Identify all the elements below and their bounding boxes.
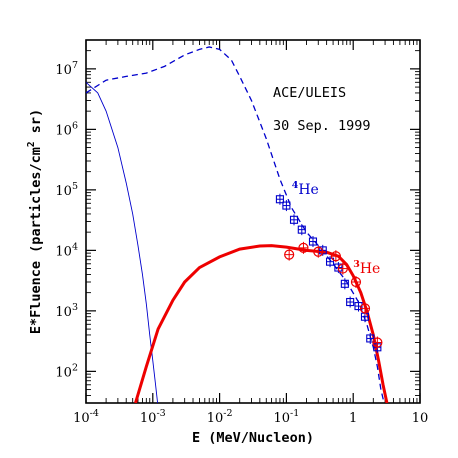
y-tick-label: 105	[55, 181, 78, 199]
he3-series-label: 3He	[353, 259, 380, 277]
x-tick-label: 10-4	[73, 408, 99, 426]
annotation-date: 30 Sep. 1999	[273, 118, 371, 134]
he4-data-point	[346, 296, 355, 308]
he4-data-point	[289, 214, 299, 226]
he3-data-point	[284, 248, 295, 261]
y-tick-label: 107	[55, 60, 78, 78]
he4-series-label: 4He	[292, 180, 319, 198]
y-tick-label: 104	[55, 241, 78, 259]
x-axis-label: E (MeV/Nucleon)	[192, 430, 314, 446]
he4-dashed-fit	[86, 46, 385, 403]
curves-layer	[86, 46, 389, 403]
plot-frame	[85, 39, 421, 404]
he4-data-point	[308, 236, 318, 248]
y-axis-label: E*Fluence (particles/cm2 sr)	[26, 109, 44, 334]
he3-data-point	[337, 262, 348, 275]
annotation-instrument: ACE/ULEIS	[273, 85, 346, 101]
he3-solid-fit	[134, 244, 389, 403]
he4-data-point	[282, 200, 291, 212]
he4-data-point	[366, 332, 375, 344]
y-tick-label: 103	[55, 302, 78, 320]
x-tick-label: 10-2	[207, 408, 233, 426]
he3-data-point	[359, 302, 371, 315]
points-layer	[275, 193, 383, 353]
he3-data-point	[372, 336, 383, 349]
x-tick-label: 1	[349, 411, 357, 426]
he3-data-point	[350, 276, 362, 288]
he3-data-point	[313, 245, 324, 258]
axes-layer	[85, 39, 421, 404]
x-tick-label: 10	[412, 411, 429, 426]
he4-data-point	[275, 193, 284, 205]
he4-data-point	[340, 278, 349, 290]
he3-data-point	[298, 241, 309, 254]
y-tick-label: 106	[55, 120, 78, 138]
he4-thin-curve	[86, 81, 159, 403]
y-tick-label: 102	[55, 362, 78, 380]
x-tick-label: 10-3	[140, 408, 166, 426]
he4-data-point	[325, 256, 335, 268]
he3-data-point	[330, 250, 341, 263]
x-tick-label: 10-1	[273, 408, 299, 426]
he4-data-point	[297, 224, 306, 236]
text-layer: 10-4 10-3 10-2 10-1 1 10 102 103 104 105 106 107 E (…	[26, 60, 428, 446]
